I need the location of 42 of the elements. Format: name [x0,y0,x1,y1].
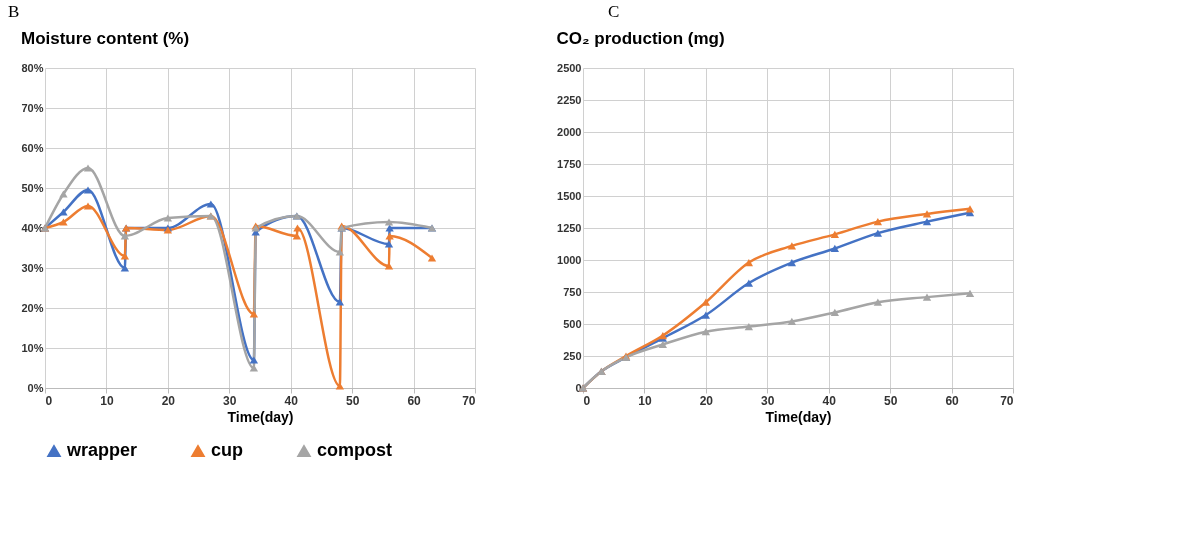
y-tick-label: 80% [21,61,44,74]
y-tick-label: 500 [563,317,582,330]
x-axis-title: Time(day) [765,408,832,425]
x-tick-label: 10 [100,393,114,408]
legend-label: wrapper [66,440,138,460]
y-tick-label: 0% [27,381,44,394]
x-tick-label: 30 [223,393,237,408]
y-tick-label: 70% [21,101,44,114]
y-tick-label: 1000 [557,253,582,266]
x-axis-title: Time(day) [227,408,294,425]
y-tick-label: 60% [21,141,44,154]
x-tick-label: 70 [1000,393,1014,408]
chart-title: Moisture content (%) [20,29,190,48]
y-tick-label: 250 [563,349,582,362]
x-tick-label: 50 [345,393,360,408]
legend-label: cup [211,440,244,460]
y-tick-label: 2000 [557,125,582,138]
x-tick-label: 40 [822,393,837,408]
text: B [8,2,20,22]
y-tick-label: 10% [21,341,44,354]
y-tick-label: 1750 [557,157,582,170]
y-tick-label: 30% [21,261,44,274]
y-tick-label: 1500 [557,189,582,202]
legend-label: compost [317,440,393,460]
x-tick-label: 30 [761,393,775,408]
x-tick-label: 40 [284,393,299,408]
y-tick-label: 50% [21,181,44,194]
chart-title: CO₂ production (mg) [556,29,725,48]
x-tick-label: 20 [699,393,714,408]
x-tick-label: 70 [462,393,476,408]
text: C [608,2,620,22]
y-tick-label: 2250 [557,93,582,106]
y-tick-label: 40% [21,221,44,234]
y-tick-label: 750 [563,285,582,298]
y-tick-label: 2500 [557,61,582,74]
x-tick-label: 20 [161,393,176,408]
x-tick-label: 60 [407,393,422,408]
x-tick-label: 10 [638,393,652,408]
x-tick-label: 60 [945,393,960,408]
y-tick-label: 1250 [557,221,582,234]
y-tick-label: 20% [21,301,44,314]
x-tick-label: 50 [883,393,898,408]
